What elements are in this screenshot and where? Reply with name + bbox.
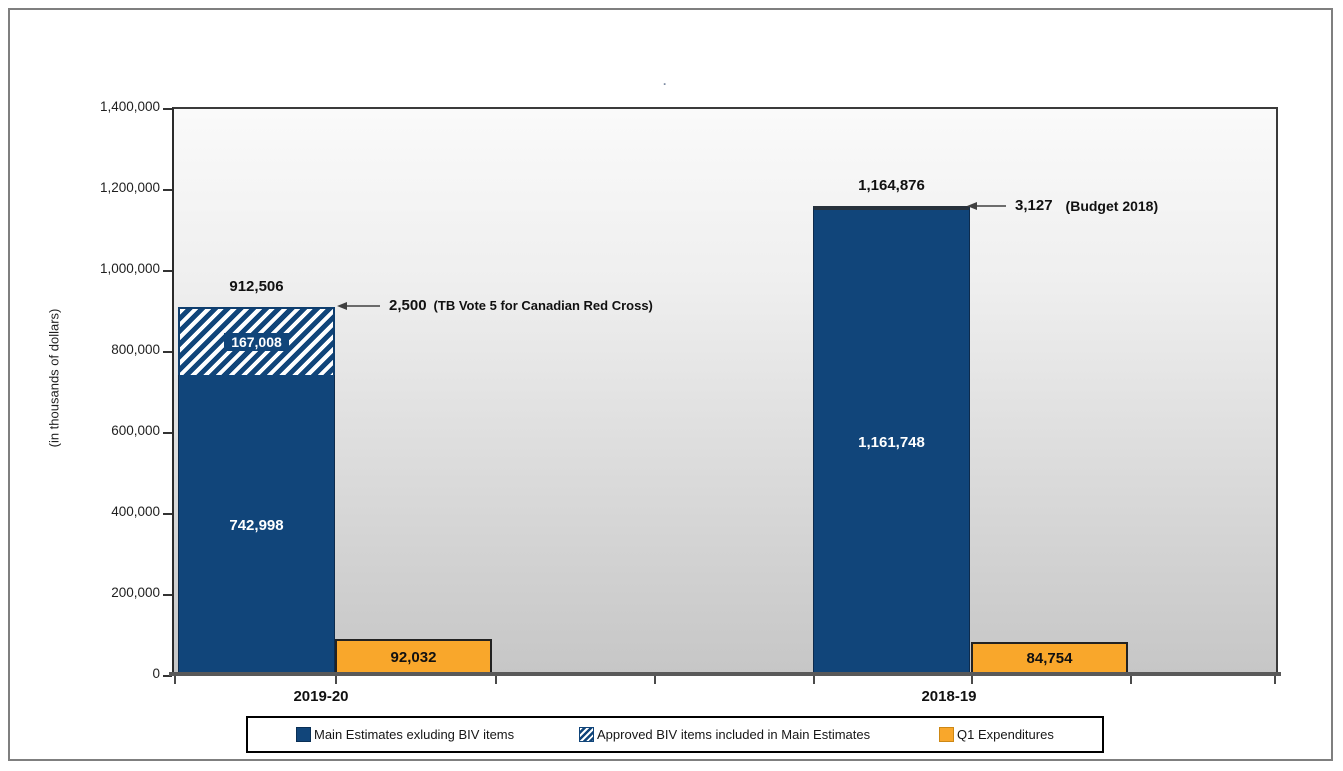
y-tick-label: 0 xyxy=(152,666,160,681)
x-category-label: 2018-19 xyxy=(921,688,977,705)
bar-value-label: 84,754 xyxy=(1026,650,1073,668)
annotation-amount: 3,127 xyxy=(1015,197,1053,214)
bar-value-label: 1,161,748 xyxy=(858,434,925,452)
legend-item-main-estimates: Main Estimates exluding BIV items xyxy=(296,718,514,751)
bar-value-label: 92,032 xyxy=(390,648,437,666)
bar-q1-expenditures-2019-20: 92,032 xyxy=(335,638,492,676)
annotation-budget-2018-19: 3,127 (Budget 2018) xyxy=(966,197,1158,214)
y-tick-mark xyxy=(163,351,172,353)
x-tick-mark xyxy=(495,674,497,684)
plot-area: 2,500 (TB Vote 5 for Canadian Red Cross)… xyxy=(163,107,1281,705)
bar-value-label: 167,008 xyxy=(224,333,289,352)
x-tick-mark xyxy=(1274,674,1276,684)
legend-label-approved-biv: Approved BIV items included in Main Esti… xyxy=(597,727,871,742)
legend-item-approved-biv: Approved BIV items included in Main Esti… xyxy=(579,718,870,751)
annotation-note: (TB Vote 5 for Canadian Red Cross) xyxy=(433,298,653,313)
x-tick-mark xyxy=(971,674,973,684)
y-tick-label: 1,000,000 xyxy=(99,261,160,276)
y-tick-mark xyxy=(163,594,172,596)
chart-title: . xyxy=(663,74,667,88)
legend-swatch-hatched xyxy=(579,727,594,742)
y-tick-mark xyxy=(163,270,172,272)
bar-main-estimates-2019-20: 742,998 xyxy=(178,375,335,676)
legend: Main Estimates exluding BIV items Approv… xyxy=(246,716,1104,753)
left-arrow-icon xyxy=(967,201,1006,210)
y-tick-label: 1,400,000 xyxy=(99,99,160,114)
y-tick-mark xyxy=(163,189,172,191)
legend-label-q1-expenditures: Q1 Expenditures xyxy=(957,727,1054,742)
x-tick-mark xyxy=(1130,674,1132,684)
x-tick-mark xyxy=(654,674,656,684)
x-category-label: 2019-20 xyxy=(293,688,349,705)
bar-approved-biv-2019-20: 167,008 xyxy=(178,307,335,376)
y-tick-label: 600,000 xyxy=(111,423,160,438)
y-tick-label: 1,200,000 xyxy=(99,180,160,195)
legend-label-main-estimates: Main Estimates exluding BIV items xyxy=(314,727,515,742)
x-tick-mark xyxy=(174,674,176,684)
x-axis-line xyxy=(169,672,1281,676)
x-tick-mark xyxy=(335,674,337,684)
annotation-biv-2019-20: 2,500 (TB Vote 5 for Canadian Red Cross) xyxy=(336,297,653,314)
bar-value-label: 742,998 xyxy=(229,517,284,535)
left-arrow-icon xyxy=(337,301,380,310)
y-tick-mark xyxy=(163,108,172,110)
annotation-note: (Budget 2018) xyxy=(1065,197,1159,214)
legend-swatch-orange xyxy=(939,727,954,742)
y-tick-label: 800,000 xyxy=(111,342,160,357)
y-tick-mark xyxy=(163,432,172,434)
bar-main-estimates-2018-19: 1,161,748 xyxy=(813,205,970,676)
legend-swatch-blue xyxy=(296,727,311,742)
x-tick-mark xyxy=(813,674,815,684)
bar-q1-expenditures-2018-19: 84,754 xyxy=(971,641,1128,676)
y-tick-label: 200,000 xyxy=(111,585,160,600)
legend-item-q1-expenditures: Q1 Expenditures xyxy=(939,718,1054,751)
stack-total-label: 1,164,876 xyxy=(858,176,925,194)
y-tick-mark xyxy=(163,675,172,677)
annotation-amount: 2,500 xyxy=(389,297,427,314)
y-tick-mark xyxy=(163,513,172,515)
y-axis-labels: 1,400,000 1,200,000 1,000,000 800,000 600,00… xyxy=(38,99,160,681)
stack-total-label: 912,506 xyxy=(229,278,284,296)
y-tick-label: 400,000 xyxy=(111,504,160,519)
